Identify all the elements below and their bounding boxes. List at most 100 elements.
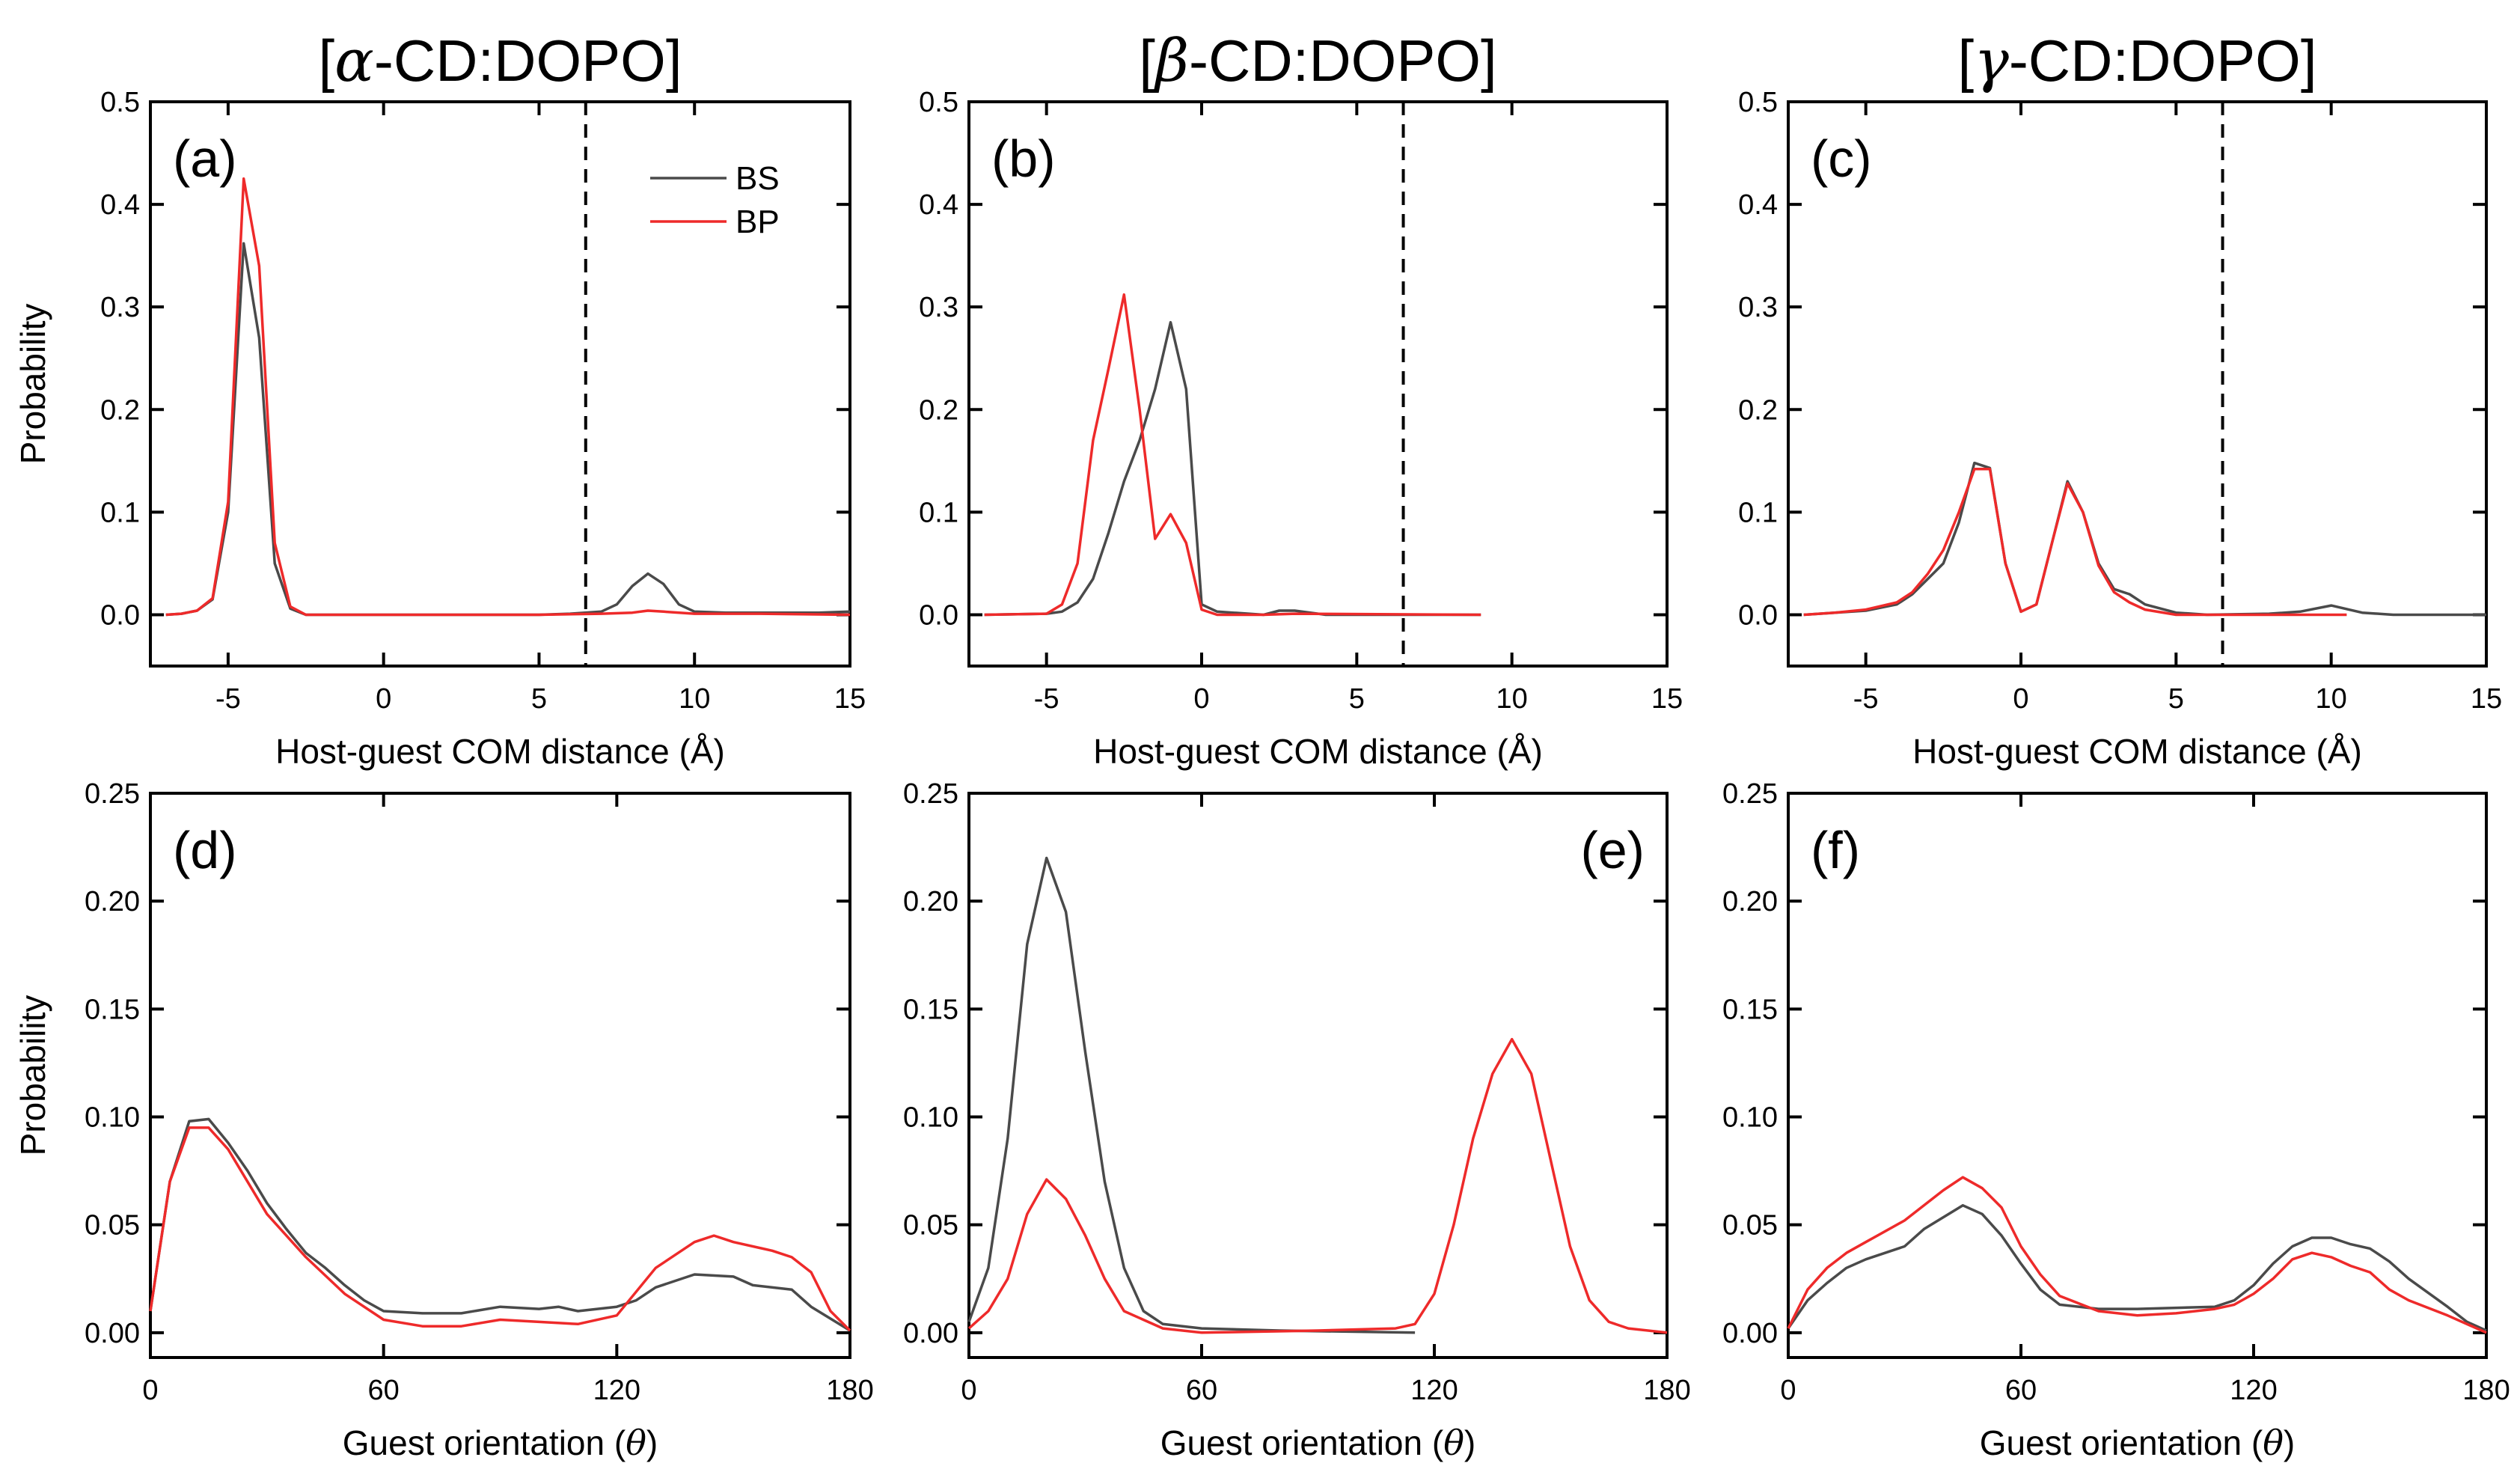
y-tick-label: 0.4 bbox=[919, 189, 958, 221]
panel-title: [α-CD:DOPO] bbox=[318, 28, 682, 95]
x-axis-label-var: θ bbox=[1443, 1423, 1464, 1463]
x-tick-label: 60 bbox=[2005, 1375, 2037, 1406]
x-tick-label: -5 bbox=[1853, 683, 1879, 715]
y-axis-label: Probability bbox=[13, 995, 52, 1156]
y-tick-label: 0.10 bbox=[85, 1102, 140, 1134]
panel-label: (b) bbox=[991, 129, 1056, 188]
x-tick-label: 15 bbox=[834, 683, 866, 715]
x-tick-label: 60 bbox=[1186, 1375, 1217, 1406]
x-axis-label: Host-guest COM distance (Å) bbox=[1093, 732, 1543, 771]
y-tick-label: 0.15 bbox=[1722, 994, 1778, 1025]
x-axis-label-prefix: Guest orientation ( bbox=[343, 1423, 626, 1462]
x-axis-label-prefix: Guest orientation ( bbox=[1980, 1423, 2263, 1462]
title-suffix: -CD:DOPO] bbox=[1189, 28, 1497, 94]
series-line-bp bbox=[984, 293, 1481, 617]
y-tick-label: 0.0 bbox=[1738, 599, 1778, 631]
y-tick-label: 0.05 bbox=[903, 1210, 958, 1242]
series-line-bs bbox=[1803, 461, 2486, 617]
y-tick-label: 0.00 bbox=[1722, 1318, 1778, 1349]
panel-b: [β-CD:DOPO] -5 0 5 10 15 0.0 0.1 0.2 0.3 0.4 0.5 Hos… bbox=[919, 28, 1683, 771]
x-tick-label: 180 bbox=[2462, 1375, 2510, 1406]
x-tick-label: 0 bbox=[2013, 683, 2028, 715]
x-tick-label: 0 bbox=[142, 1375, 158, 1406]
x-axis-label: Guest orientation (θ) bbox=[1980, 1423, 2295, 1463]
y-tick-label: 0.1 bbox=[919, 497, 958, 528]
y-tick-label: 0.05 bbox=[85, 1210, 140, 1242]
x-tick-label: 0 bbox=[1193, 683, 1209, 715]
series-line-bp bbox=[165, 177, 851, 617]
plot-frame bbox=[1787, 100, 2488, 668]
x-tick-label: 0 bbox=[1780, 1375, 1796, 1406]
x-tick-label: 0 bbox=[961, 1375, 976, 1406]
y-tick-label: 0.00 bbox=[85, 1318, 140, 1349]
x-tick-label: 15 bbox=[2471, 683, 2502, 715]
series-line-bp bbox=[1787, 1176, 2487, 1334]
panel-label: (f) bbox=[1811, 821, 1860, 879]
y-tick-label: 0.0 bbox=[919, 599, 958, 631]
x-tick-label: 60 bbox=[368, 1375, 400, 1406]
x-tick-label: 180 bbox=[826, 1375, 873, 1406]
legend-label: BS bbox=[735, 160, 780, 197]
series-line-bp bbox=[149, 1126, 851, 1332]
y-tick-label: 0.15 bbox=[85, 994, 140, 1025]
x-tick-label: 5 bbox=[1349, 683, 1365, 715]
panel-title: [γ-CD:DOPO] bbox=[1958, 28, 2317, 95]
panel-e: 0 60 120 180 0.00 0.05 0.10 0.15 0.20 0.25 Guest o… bbox=[903, 778, 1691, 1463]
x-axis-label-suffix: ) bbox=[1464, 1423, 1475, 1462]
title-greek: β bbox=[1153, 28, 1189, 95]
y-tick-label: 0.3 bbox=[1738, 292, 1778, 323]
y-tick-label: 0.4 bbox=[100, 189, 140, 221]
panel-label: (c) bbox=[1811, 129, 1872, 188]
panel-f: 0 60 120 180 0.00 0.05 0.10 0.15 0.20 0.25 Guest o… bbox=[1722, 778, 2510, 1463]
plot-frame bbox=[149, 792, 851, 1359]
x-tick-label: 5 bbox=[2168, 683, 2184, 715]
plot-frame bbox=[967, 100, 1669, 668]
title-prefix: [ bbox=[1139, 28, 1155, 94]
x-axis-label-suffix: ) bbox=[646, 1423, 658, 1462]
legend-label: BP bbox=[735, 204, 780, 240]
y-tick-label: 0.5 bbox=[919, 87, 958, 118]
panel-a: [α-CD:DOPO] -5 0 5 10 15 0.0 0.1 0.2 0.3 0.4 0.5 Hos… bbox=[13, 28, 866, 771]
y-tick-label: 0.2 bbox=[919, 394, 958, 426]
y-tick-label: 0.20 bbox=[1722, 886, 1778, 917]
panel-label: (e) bbox=[1580, 821, 1645, 879]
y-tick-label: 0.10 bbox=[903, 1102, 958, 1134]
x-tick-label: 10 bbox=[679, 683, 710, 715]
y-tick-label: 0.25 bbox=[1722, 778, 1778, 810]
title-prefix: [ bbox=[318, 28, 334, 94]
title-greek: α bbox=[334, 28, 374, 95]
x-tick-label: 120 bbox=[2230, 1375, 2277, 1406]
x-axis-label: Guest orientation (θ) bbox=[1160, 1423, 1475, 1463]
y-tick-label: 0.3 bbox=[100, 292, 140, 323]
series-line-bp bbox=[967, 1037, 1668, 1334]
series-line-bs bbox=[1787, 1203, 2487, 1332]
y-axis-label: Probability bbox=[13, 304, 52, 465]
x-axis-label-var: θ bbox=[2263, 1423, 2284, 1463]
title-prefix: [ bbox=[1958, 28, 1975, 94]
x-axis-label: Host-guest COM distance (Å) bbox=[1912, 732, 2362, 771]
y-tick-label: 0.5 bbox=[1738, 87, 1778, 118]
panel-c: [γ-CD:DOPO] -5 0 5 10 15 0.0 0.1 0.2 0.3 0.4 0.5 Hos… bbox=[1738, 28, 2502, 771]
x-axis-label-prefix: Guest orientation ( bbox=[1160, 1423, 1444, 1462]
y-tick-label: 0.20 bbox=[903, 886, 958, 917]
y-tick-label: 0.3 bbox=[919, 292, 958, 323]
y-tick-label: 0.00 bbox=[903, 1318, 958, 1349]
y-tick-label: 0.0 bbox=[100, 599, 140, 631]
x-tick-label: 0 bbox=[376, 683, 391, 715]
y-tick-label: 0.25 bbox=[85, 778, 140, 810]
x-tick-label: -5 bbox=[215, 683, 241, 715]
x-axis-label-suffix: ) bbox=[2284, 1423, 2295, 1462]
x-tick-label: 10 bbox=[1496, 683, 1528, 715]
y-tick-label: 0.2 bbox=[1738, 394, 1778, 426]
y-tick-label: 0.15 bbox=[903, 994, 958, 1025]
x-tick-label: -5 bbox=[1034, 683, 1059, 715]
y-tick-label: 0.10 bbox=[1722, 1102, 1778, 1134]
y-tick-label: 0.4 bbox=[1738, 189, 1778, 221]
series-line-bp bbox=[1803, 468, 2347, 617]
y-tick-label: 0.1 bbox=[100, 497, 140, 528]
x-tick-label: 120 bbox=[593, 1375, 640, 1406]
panel-title: [β-CD:DOPO] bbox=[1139, 28, 1496, 95]
title-greek: γ bbox=[1974, 28, 2009, 95]
panel-label: (d) bbox=[173, 821, 237, 879]
panel-d: 0 60 120 180 0.00 0.05 0.10 0.15 0.20 0.25 Guest o… bbox=[13, 778, 874, 1463]
